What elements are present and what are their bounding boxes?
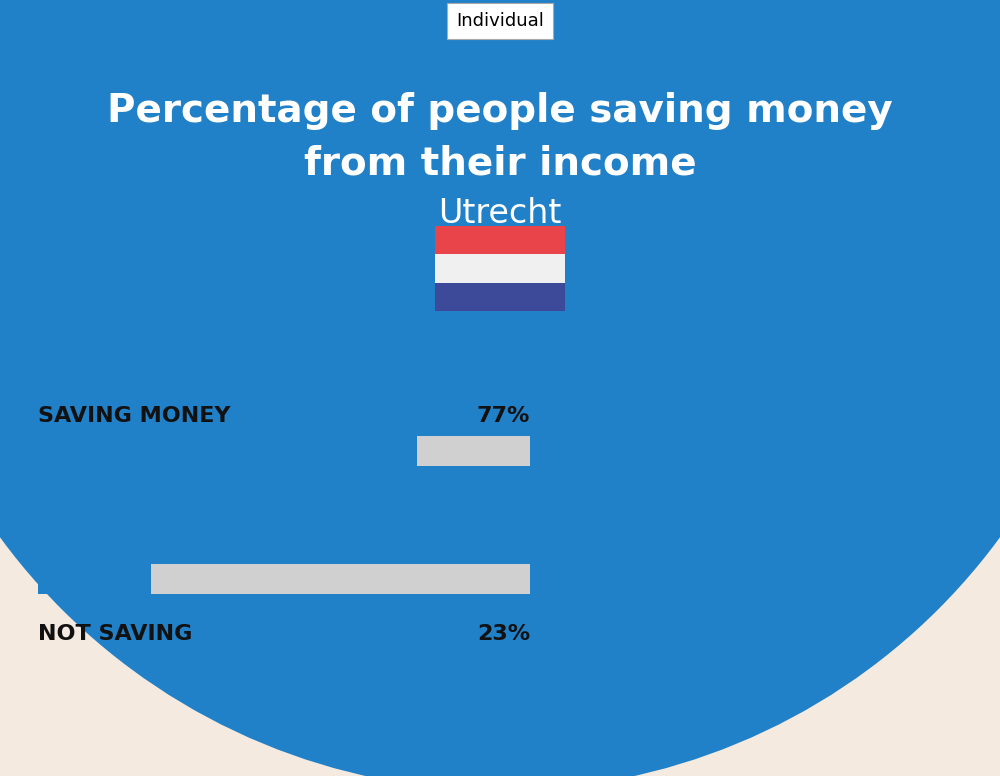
Text: SAVING MONEY: SAVING MONEY bbox=[38, 406, 230, 426]
Bar bbox=[38, 436, 417, 466]
Bar bbox=[435, 282, 565, 311]
Text: NOT SAVING: NOT SAVING bbox=[38, 624, 192, 644]
Text: Individual: Individual bbox=[456, 12, 544, 30]
Text: Percentage of people saving money: Percentage of people saving money bbox=[107, 92, 893, 130]
Bar bbox=[38, 436, 530, 466]
Bar bbox=[38, 564, 151, 594]
Bar bbox=[435, 226, 565, 255]
Text: 77%: 77% bbox=[477, 406, 530, 426]
Bar bbox=[435, 255, 565, 282]
Text: Utrecht: Utrecht bbox=[438, 198, 562, 230]
Bar bbox=[38, 564, 530, 594]
Text: from their income: from their income bbox=[304, 145, 696, 183]
Text: 23%: 23% bbox=[477, 624, 530, 644]
